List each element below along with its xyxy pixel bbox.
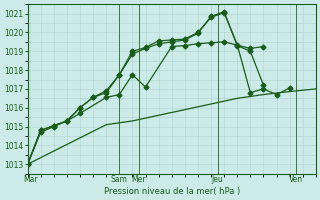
- X-axis label: Pression niveau de la mer( hPa ): Pression niveau de la mer( hPa ): [104, 187, 240, 196]
